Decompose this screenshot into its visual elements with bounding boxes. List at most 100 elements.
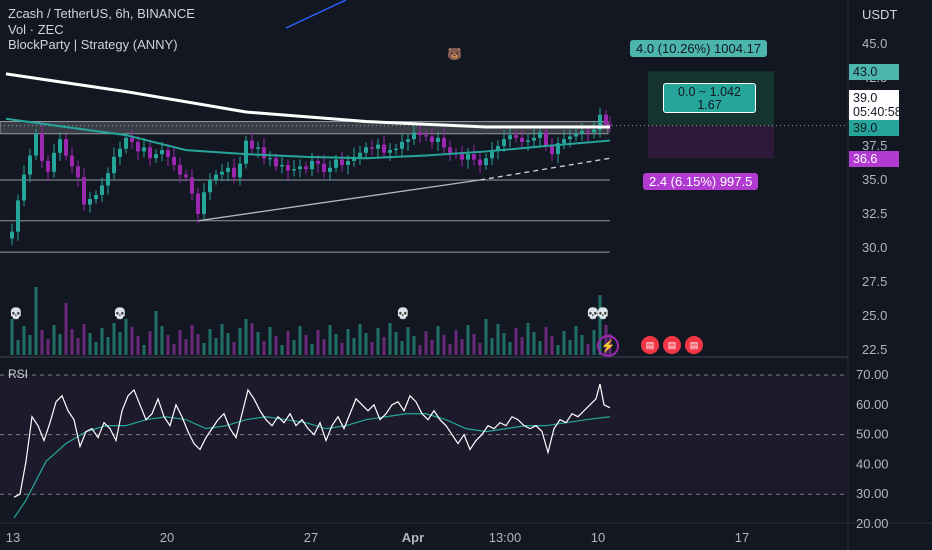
candle-body — [406, 139, 410, 142]
volume-bar — [334, 334, 338, 355]
volume-bar — [22, 326, 26, 355]
candle-body — [436, 137, 440, 142]
us-flag-event-icon[interactable]: ▤ — [685, 336, 703, 354]
volume-bar — [352, 338, 356, 355]
candle-body — [574, 133, 578, 137]
candle-body — [502, 139, 506, 146]
volume-bar — [262, 341, 266, 355]
candle-body — [334, 159, 338, 168]
candle-body — [544, 132, 548, 146]
volume-bar — [238, 328, 242, 355]
volume-bar — [322, 339, 326, 355]
volume-bar — [394, 332, 398, 355]
volume-bar — [184, 339, 188, 355]
volume-bar — [412, 336, 416, 355]
candle-body — [250, 140, 254, 149]
rsi-tick: 40.00 — [856, 456, 889, 471]
candle-body — [40, 133, 44, 161]
us-flag-event-icon[interactable]: ▤ — [641, 336, 659, 354]
candle-body — [526, 140, 530, 142]
skull-icon: 💀 — [596, 308, 610, 320]
price-tick: 35.0 — [862, 172, 887, 187]
volume-bar — [16, 340, 20, 355]
volume-bar — [346, 329, 350, 355]
candle-body — [472, 154, 476, 160]
volume-bar — [208, 329, 212, 355]
currency-label[interactable]: USDT — [862, 7, 898, 22]
candle-body — [580, 131, 584, 134]
candle-body — [28, 155, 32, 175]
volume-bar — [472, 334, 476, 355]
candle-body — [106, 173, 110, 186]
target-label[interactable]: 4.0 (10.26%) 1004.17 — [630, 40, 768, 57]
stop-label[interactable]: 2.4 (6.15%) 997.5 — [643, 173, 759, 190]
candle-body — [46, 160, 50, 172]
time-tick: Apr — [402, 530, 424, 545]
time-tick: 13:00 — [489, 530, 522, 545]
volume-bar — [442, 335, 446, 355]
volume-bar — [46, 339, 50, 355]
volume-bar — [520, 337, 524, 355]
candle-body — [424, 135, 428, 137]
rsi-title[interactable]: RSI — [8, 367, 29, 381]
volume-bar — [370, 342, 374, 355]
risk-reward-box[interactable]: 0.0 ~ 1.042 1.67 — [663, 83, 756, 113]
us-flag-event-icon[interactable]: ▤ — [663, 336, 681, 354]
strategy-indicator-label[interactable]: BlockParty | Strategy (ANNY) — [8, 37, 178, 52]
support-trendline — [197, 179, 481, 222]
volume-bar — [202, 343, 206, 355]
volume-indicator-label[interactable]: Vol · ZEC — [8, 21, 64, 37]
candle-body — [70, 155, 74, 167]
entry-price-tag: 39.0 — [849, 120, 899, 136]
candle-body — [370, 147, 374, 149]
candle-body — [496, 146, 500, 151]
candle-body — [118, 148, 122, 157]
candle-body — [274, 158, 278, 167]
bear-icon[interactable]: 🐻 — [447, 47, 462, 61]
volume-bar — [100, 328, 104, 355]
candle-body — [280, 165, 284, 167]
time-tick: 20 — [160, 530, 174, 545]
volume-bar — [70, 329, 74, 355]
volume-bar — [94, 342, 98, 355]
candle-body — [34, 133, 38, 156]
volume-bar — [64, 303, 68, 355]
volume-bar — [478, 343, 482, 355]
volume-bar — [232, 342, 236, 355]
symbol-title[interactable]: Zcash / TetherUS, 6h, BINANCE — [8, 6, 195, 21]
candle-body — [508, 135, 512, 140]
candle-body — [394, 148, 398, 151]
candle-body — [232, 167, 236, 178]
candle-body — [598, 114, 602, 130]
candle-body — [418, 132, 422, 136]
time-tick: 13 — [6, 530, 20, 545]
skull-icon: 💀 — [586, 308, 600, 320]
lightning-icon[interactable]: ⚡ — [597, 335, 619, 357]
candle-body — [88, 199, 92, 205]
volume-bar — [196, 334, 200, 355]
volume-bar — [388, 323, 392, 355]
candle-body — [376, 144, 380, 149]
rsi-tick: 50.00 — [856, 427, 889, 442]
volume-bar — [10, 319, 14, 355]
candle-body — [190, 177, 194, 194]
volume-bar — [358, 324, 362, 355]
volume-bar — [268, 327, 272, 355]
volume-bar — [460, 339, 464, 355]
candle-body — [478, 159, 482, 166]
candle-body — [148, 147, 152, 159]
candle-body — [22, 174, 26, 201]
candle-body — [460, 154, 464, 160]
candle-body — [100, 185, 104, 195]
candle-body — [310, 160, 314, 170]
volume-bar — [34, 287, 38, 355]
volume-bar — [532, 332, 536, 355]
volume-bar — [556, 345, 560, 355]
volume-bar — [154, 311, 158, 355]
candle-body — [562, 139, 566, 144]
volume-bar — [256, 332, 260, 355]
candle-body — [16, 200, 20, 232]
volume-bar — [310, 344, 314, 355]
volume-bar — [250, 323, 254, 355]
